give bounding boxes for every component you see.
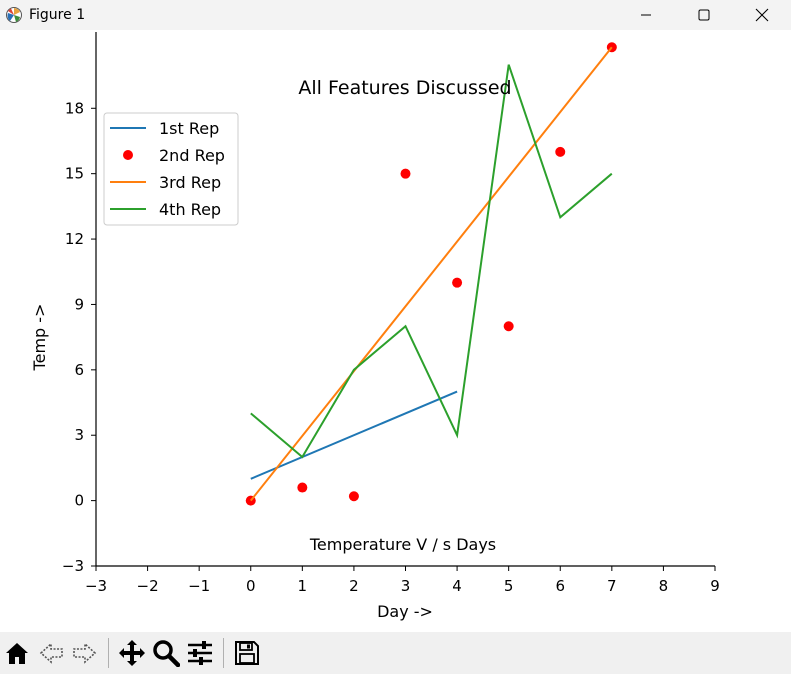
legend-frame bbox=[103, 112, 239, 226]
zoom-icon bbox=[153, 640, 180, 667]
maximize-button[interactable] bbox=[675, 0, 733, 30]
x-axis-label: Day -> bbox=[377, 602, 433, 621]
series-2nd-rep-point bbox=[452, 277, 463, 288]
x-tick-label: 0 bbox=[246, 577, 256, 595]
x-tick-label: 4 bbox=[452, 577, 462, 595]
series-3rd-rep-line bbox=[250, 46, 613, 502]
forward-icon bbox=[73, 642, 97, 664]
y-tick-label: −3 bbox=[62, 557, 84, 575]
y-ticks: −3 0 3 6 9 12 15 18 bbox=[62, 99, 96, 575]
x-tick-label: 5 bbox=[504, 577, 514, 595]
series-1st-rep-line bbox=[250, 390, 458, 480]
back-icon bbox=[39, 642, 63, 664]
minimize-icon bbox=[641, 14, 651, 16]
save-icon bbox=[235, 641, 259, 665]
y-tick-label: 9 bbox=[74, 295, 84, 313]
minimize-button[interactable] bbox=[617, 0, 675, 30]
y-tick-label: 3 bbox=[74, 426, 84, 444]
y-tick-label: 15 bbox=[65, 165, 84, 183]
pan-button[interactable] bbox=[115, 636, 149, 670]
forward-button[interactable] bbox=[68, 636, 102, 670]
toolbar-separator bbox=[223, 638, 224, 668]
pan-icon bbox=[119, 640, 145, 666]
x-tick-label: −3 bbox=[85, 577, 107, 595]
back-button[interactable] bbox=[34, 636, 68, 670]
x-ticks: −3 −2 −1 0 1 2 3 4 5 6 7 8 9 bbox=[85, 566, 720, 595]
window-title: Figure 1 bbox=[29, 7, 86, 23]
y-axis-label: Temp -> bbox=[30, 304, 49, 372]
series-2nd-rep-point bbox=[348, 491, 359, 502]
legend-entry-label: 3rd Rep bbox=[159, 173, 221, 192]
configure-subplots-icon bbox=[188, 641, 212, 665]
series-2nd-rep-point bbox=[555, 146, 566, 157]
x-tick-label: 6 bbox=[555, 577, 565, 595]
x-tick-label: −2 bbox=[137, 577, 159, 595]
x-tick-label: 8 bbox=[659, 577, 669, 595]
navigation-toolbar bbox=[0, 632, 791, 674]
y-tick-label: 12 bbox=[65, 230, 84, 248]
legend-entry-label: 1st Rep bbox=[159, 119, 219, 138]
close-icon bbox=[755, 8, 769, 22]
y-tick-label: 0 bbox=[74, 492, 84, 510]
series-4th-rep-line bbox=[250, 64, 613, 459]
y-tick-label: 6 bbox=[74, 361, 84, 379]
series-2nd-rep-point bbox=[503, 321, 514, 332]
close-button[interactable] bbox=[733, 0, 791, 30]
series-2nd-rep-point bbox=[400, 168, 411, 179]
series-2nd-rep-point bbox=[297, 482, 308, 493]
save-button[interactable] bbox=[230, 636, 264, 670]
legend: 1st Rep 2nd Rep 3rd Rep 4th Rep bbox=[103, 112, 239, 226]
home-icon bbox=[6, 643, 28, 664]
axes bbox=[95, 32, 715, 567]
x-tick-label: 3 bbox=[401, 577, 411, 595]
y-tick-label: 18 bbox=[65, 99, 84, 117]
home-button[interactable] bbox=[0, 636, 34, 670]
legend-entry-label: 2nd Rep bbox=[159, 146, 225, 165]
x-tick-label: 1 bbox=[298, 577, 308, 595]
legend-marker bbox=[123, 150, 133, 160]
chart-title: All Features Discussed bbox=[298, 77, 511, 99]
x-tick-label: 7 bbox=[607, 577, 617, 595]
x-tick-label: −1 bbox=[188, 577, 210, 595]
matplotlib-icon bbox=[4, 5, 24, 25]
x-tick-label: 9 bbox=[710, 577, 720, 595]
toolbar-separator bbox=[108, 638, 109, 668]
x-tick-label: 2 bbox=[349, 577, 359, 595]
chart-annotation: Temperature V / s Days bbox=[309, 535, 496, 554]
figure-canvas[interactable]: −3 −2 −1 0 1 2 3 4 5 6 7 8 9 −3 0 3 6 9 12 15 18 All Featur… bbox=[0, 30, 791, 632]
configure-subplots-button[interactable] bbox=[183, 636, 217, 670]
window-titlebar: Figure 1 bbox=[0, 0, 791, 30]
zoom-button[interactable] bbox=[149, 636, 183, 670]
maximize-icon bbox=[698, 9, 710, 21]
legend-entry-label: 4th Rep bbox=[159, 200, 221, 219]
series-group bbox=[245, 42, 617, 506]
